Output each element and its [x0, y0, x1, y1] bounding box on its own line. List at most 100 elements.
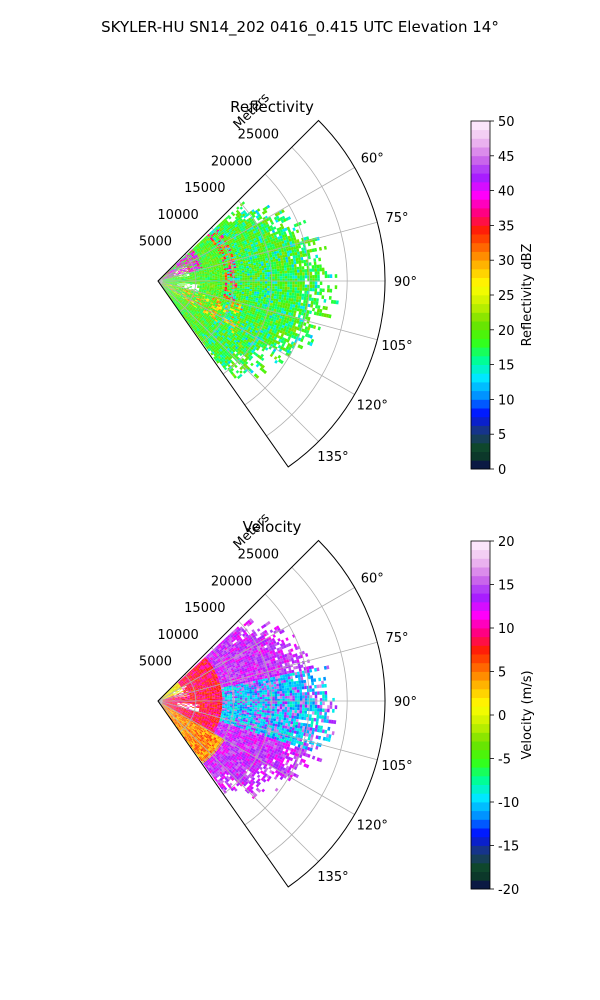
azimuth-line: [157, 280, 355, 395]
colorbar-segment: [471, 749, 490, 759]
velocity-colorbar: -20 -15 -10 -5 0 5 10 15 20 Velocity (m/s): [470, 535, 535, 898]
colorbar-tick-label: 10: [498, 393, 515, 408]
colorbar-segment: [471, 155, 490, 165]
reflectivity-panel: Reflectivity 60° 75° 90° 105° 120° 135° 5000 100…: [139, 90, 417, 468]
angle-tick-label: 75°: [385, 631, 408, 646]
colorbar-segment: [471, 225, 490, 235]
colorbar-segment: [471, 741, 490, 751]
colorbar-segment: [471, 234, 490, 244]
range-tick-label: 10000: [157, 208, 198, 223]
colorbar-segment: [471, 382, 490, 392]
colorbar-segment: [471, 251, 490, 261]
colorbar-segment: [471, 793, 490, 803]
colorbar-segment: [471, 295, 490, 305]
polar-grid: [157, 566, 385, 862]
colorbar-label: Velocity (m/s): [520, 670, 535, 759]
colorbar-segment: [471, 549, 490, 559]
colorbar-segment: [471, 425, 490, 435]
angle-tick-label: 120°: [357, 399, 388, 414]
range-ring: [244, 173, 310, 406]
range-ring: [201, 227, 235, 344]
azimuth-line: [157, 280, 319, 442]
colorbar-segment: [471, 828, 490, 838]
colorbar-tick-label: 35: [498, 219, 515, 234]
colorbar-segment: [471, 408, 490, 418]
colorbar-segment: [471, 723, 490, 733]
colorbar-segment: [471, 645, 490, 655]
colorbar-segment: [471, 129, 490, 139]
azimuth-line: [157, 167, 355, 282]
colorbar-segment: [471, 216, 490, 226]
colorbar-segment: [471, 880, 490, 890]
colorbar-segment: [471, 460, 490, 470]
angle-tick-label: 60°: [361, 151, 384, 166]
colorbar-segment: [471, 584, 490, 594]
colorbar-label: Reflectivity dBZ: [520, 244, 535, 347]
colorbar-segment: [471, 706, 490, 716]
colorbar-segment: [471, 451, 490, 461]
sector-outline: [157, 119, 386, 468]
colorbar-segment: [471, 138, 490, 148]
colorbar-segment: [471, 601, 490, 611]
colorbar-segment: [471, 671, 490, 681]
colorbar-segment: [471, 173, 490, 183]
range-tick-label: 20000: [211, 574, 252, 589]
reflectivity-colorbar: 0 5 10 15 20 25 30 35 40 45 50 Reflectivity dBZ: [470, 115, 535, 478]
colorbar-segment: [471, 268, 490, 278]
colorbar-segment: [471, 121, 490, 131]
colorbar-segment: [471, 802, 490, 812]
colorbar-tick-label: 0: [498, 709, 506, 724]
colorbar-segment: [471, 680, 490, 690]
colorbar-tick-label: 5: [498, 666, 506, 681]
colorbar-segment: [471, 715, 490, 725]
range-tick-label: 5000: [139, 235, 172, 250]
colorbar-tick-label: 15: [498, 579, 515, 594]
colorbar-segment: [471, 181, 490, 191]
range-ring: [222, 200, 272, 375]
colorbar-segment: [471, 260, 490, 270]
colorbar-segment: [471, 775, 490, 785]
colorbar-segment: [471, 628, 490, 638]
range-ring: [222, 620, 272, 795]
azimuth-line: [157, 221, 378, 282]
colorbar-tick-label: 15: [498, 359, 515, 374]
range-tick-label: 5000: [139, 655, 172, 670]
range-ring: [266, 146, 348, 437]
colorbar-segment: [471, 442, 490, 452]
colorbar-segment: [471, 688, 490, 698]
colorbar-segment: [471, 619, 490, 629]
colorbar-segment: [471, 610, 490, 620]
colorbar-segment: [471, 819, 490, 829]
range-ring: [266, 566, 348, 857]
colorbar-segment: [471, 434, 490, 444]
azimuth-line: [157, 280, 378, 341]
angle-tick-label: 135°: [317, 450, 348, 465]
colorbar-segment: [471, 732, 490, 742]
colorbar-tick-label: -20: [498, 883, 519, 898]
azimuth-line: [157, 700, 319, 862]
colorbar-segment: [471, 364, 490, 374]
colorbar-segment: [471, 758, 490, 768]
colorbar-tick-label: 25: [498, 289, 515, 304]
colorbar-segment: [471, 399, 490, 409]
colorbar-tick-label: -10: [498, 796, 519, 811]
angle-tick-label: 105°: [381, 759, 412, 774]
colorbar-tick-label: -15: [498, 840, 519, 855]
colorbar-segment: [471, 784, 490, 794]
colorbar-segment: [471, 662, 490, 672]
colorbar-tick-label: 20: [498, 535, 515, 550]
colorbar-segment: [471, 862, 490, 872]
colorbar-tick-label: 40: [498, 185, 515, 200]
colorbar-segment: [471, 871, 490, 881]
colorbar-segment: [471, 321, 490, 331]
range-tick-label: 10000: [157, 628, 198, 643]
angle-tick-label: 135°: [317, 870, 348, 885]
colorbar-tick-label: 30: [498, 254, 515, 269]
colorbar-segment: [471, 636, 490, 646]
range-tick-label: 15000: [184, 601, 225, 616]
echo-field: [160, 618, 338, 800]
colorbar-segment: [471, 303, 490, 313]
range-tick-label: 15000: [184, 181, 225, 196]
panel-title: Reflectivity: [230, 98, 314, 116]
